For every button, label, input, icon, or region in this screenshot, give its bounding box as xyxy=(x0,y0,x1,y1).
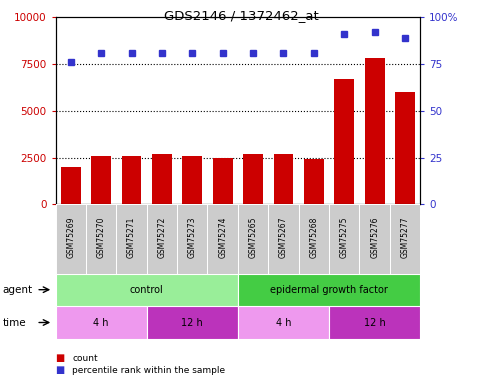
Text: percentile rank within the sample: percentile rank within the sample xyxy=(72,366,226,375)
Bar xyxy=(304,159,324,204)
Bar xyxy=(390,204,420,274)
Text: GSM75269: GSM75269 xyxy=(66,217,75,258)
Bar xyxy=(122,156,142,204)
Text: GSM75268: GSM75268 xyxy=(309,217,318,258)
Bar xyxy=(238,204,268,274)
Text: 12 h: 12 h xyxy=(364,318,385,327)
Text: GSM75271: GSM75271 xyxy=(127,217,136,258)
Text: GSM75275: GSM75275 xyxy=(340,217,349,258)
Bar xyxy=(298,204,329,274)
Text: GDS2146 / 1372462_at: GDS2146 / 1372462_at xyxy=(164,9,319,22)
Bar xyxy=(329,306,420,339)
Bar xyxy=(395,92,415,204)
Bar xyxy=(213,158,232,204)
Text: GSM75274: GSM75274 xyxy=(218,217,227,258)
Bar xyxy=(365,58,384,204)
Bar xyxy=(177,204,208,274)
Text: 4 h: 4 h xyxy=(276,318,291,327)
Text: ■: ■ xyxy=(56,353,65,363)
Text: GSM75273: GSM75273 xyxy=(188,217,197,258)
Text: GSM75270: GSM75270 xyxy=(97,217,106,258)
Bar xyxy=(56,274,238,306)
Text: GSM75277: GSM75277 xyxy=(400,217,410,258)
Text: ■: ■ xyxy=(56,365,65,375)
Text: time: time xyxy=(2,318,26,327)
Bar xyxy=(147,204,177,274)
Text: control: control xyxy=(130,285,164,295)
Bar xyxy=(91,156,111,204)
Text: count: count xyxy=(72,354,98,363)
Bar xyxy=(56,306,147,339)
Bar xyxy=(86,204,116,274)
Bar xyxy=(147,306,238,339)
Bar xyxy=(238,274,420,306)
Bar xyxy=(359,204,390,274)
Text: 12 h: 12 h xyxy=(182,318,203,327)
Text: GSM75276: GSM75276 xyxy=(370,217,379,258)
Text: GSM75272: GSM75272 xyxy=(157,217,167,258)
Text: agent: agent xyxy=(2,285,32,295)
Bar xyxy=(334,79,354,204)
Bar xyxy=(268,204,298,274)
Text: GSM75265: GSM75265 xyxy=(249,217,257,258)
Bar xyxy=(329,204,359,274)
Bar xyxy=(116,204,147,274)
Bar xyxy=(183,156,202,204)
Bar xyxy=(273,154,293,204)
Text: GSM75267: GSM75267 xyxy=(279,217,288,258)
Bar xyxy=(238,306,329,339)
Bar xyxy=(152,154,172,204)
Bar xyxy=(208,204,238,274)
Bar xyxy=(56,204,86,274)
Text: 4 h: 4 h xyxy=(93,318,109,327)
Bar xyxy=(61,167,81,204)
Text: epidermal growth factor: epidermal growth factor xyxy=(270,285,388,295)
Bar xyxy=(243,154,263,204)
